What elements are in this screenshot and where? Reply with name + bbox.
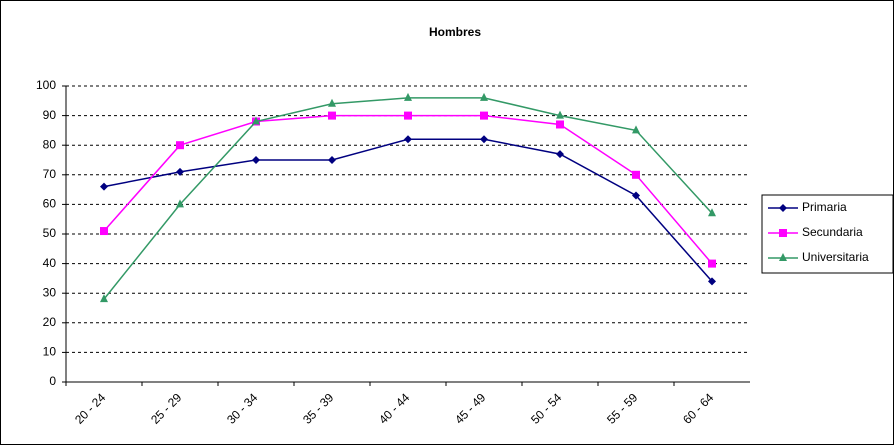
y-tick-label: 10	[43, 345, 57, 359]
y-tick-label: 20	[43, 315, 57, 329]
data-point	[632, 125, 640, 134]
data-point	[404, 92, 412, 101]
chart-title: Hombres	[429, 25, 481, 39]
legend-label: Secundaria	[802, 225, 863, 239]
data-point	[100, 227, 108, 236]
data-point	[632, 170, 640, 179]
legend-label: Primaria	[802, 200, 847, 214]
legend-label: Universitaria	[802, 250, 869, 264]
data-point	[404, 111, 412, 120]
y-tick-label: 60	[43, 197, 57, 211]
data-point	[404, 135, 412, 144]
y-tick-label: 80	[43, 137, 57, 151]
data-point	[176, 141, 184, 150]
y-tick-label: 70	[43, 167, 57, 181]
data-point	[708, 208, 716, 217]
y-tick-label: 40	[43, 256, 57, 270]
y-tick-label: 0	[49, 374, 56, 388]
y-tick-label: 100	[36, 78, 56, 92]
data-point	[328, 156, 336, 164]
data-point	[556, 120, 564, 129]
y-tick-label: 90	[43, 108, 57, 122]
data-point	[328, 98, 336, 107]
data-point	[252, 156, 260, 164]
legend-marker	[779, 253, 787, 261]
data-point	[556, 150, 564, 159]
legend-marker	[779, 204, 787, 212]
data-point	[632, 191, 640, 200]
data-point	[480, 92, 488, 101]
data-point	[176, 199, 184, 208]
data-point	[328, 111, 336, 120]
data-point	[556, 110, 564, 119]
data-point	[100, 294, 108, 303]
data-point	[252, 116, 260, 125]
data-point	[480, 135, 488, 144]
data-point	[100, 182, 108, 191]
data-point	[708, 277, 716, 286]
data-point	[176, 167, 184, 176]
y-tick-label: 50	[43, 226, 57, 240]
legend-marker	[779, 229, 787, 237]
data-point	[480, 111, 488, 120]
y-tick-label: 30	[43, 285, 57, 299]
data-point	[708, 259, 716, 268]
